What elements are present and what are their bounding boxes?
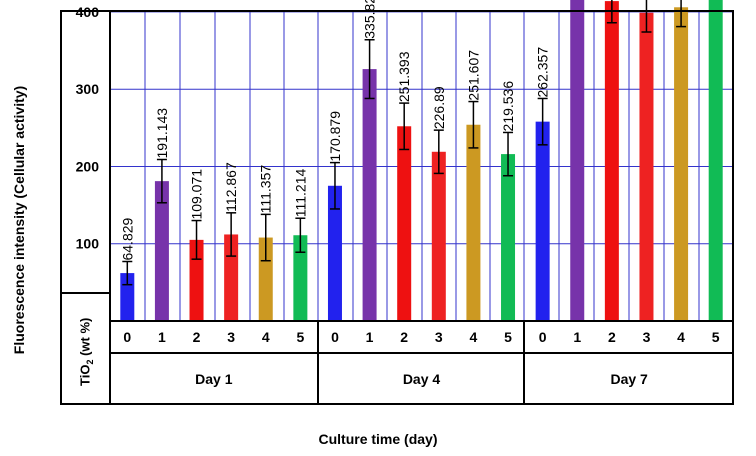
outer-frame	[60, 10, 734, 405]
category-label: 4	[677, 329, 685, 345]
group-label-day7: Day 7	[610, 371, 648, 387]
category-label: 3	[643, 329, 651, 345]
chart-frame	[60, 10, 734, 405]
bar-Day7-2	[604, 1, 619, 321]
bar-Day4-4	[466, 124, 481, 322]
group-label-day4: Day 4	[403, 371, 441, 387]
bar-Day4-1	[362, 69, 377, 322]
category-label: 5	[504, 329, 512, 345]
data-label: 64.829	[119, 217, 135, 260]
bar-Day7-0	[535, 121, 550, 321]
bar-Day7-1	[570, 0, 585, 322]
y-tick-100: 100	[76, 236, 100, 252]
bar-Day1-1	[154, 181, 169, 321]
category-header: TiO2 (wt %)	[77, 317, 95, 387]
category-label: 2	[400, 329, 408, 345]
data-label: 170.879	[327, 111, 343, 162]
category-label: 1	[573, 329, 581, 345]
category-label: 0	[123, 329, 131, 345]
y-axis-label: Fluorescence intensity (Cellular activit…	[11, 85, 28, 355]
bar-Day7-5	[708, 0, 723, 322]
data-label: 109.071	[189, 169, 205, 220]
data-label: 335.821	[362, 0, 378, 39]
bar-Day4-3	[431, 151, 446, 321]
data-label: 251.393	[396, 51, 412, 102]
category-label: 2	[193, 329, 201, 345]
category-label: 3	[227, 329, 235, 345]
bar-Day7-4	[674, 7, 689, 321]
grid-lines	[109, 11, 733, 321]
data-label: 111.357	[258, 165, 274, 214]
data-label: 251.607	[465, 50, 481, 101]
bars: 64.829 191.143 109.071 112.867 111.357 111.21…	[119, 0, 723, 322]
bar-Day4-0	[327, 185, 342, 321]
y-tick-300: 300	[76, 81, 100, 97]
category-label: 5	[296, 329, 304, 345]
group-labels: Day 1 Day 4 Day 7	[195, 371, 648, 387]
category-label: 4	[262, 329, 270, 345]
category-label: 4	[470, 329, 478, 345]
category-label: 5	[712, 329, 720, 345]
data-label: 111.214	[292, 168, 308, 217]
category-label: 2	[608, 329, 616, 345]
category-label: 0	[331, 329, 339, 345]
y-tick-200: 200	[76, 158, 100, 174]
y-axis-ticks: 100200300400500600700	[76, 4, 100, 252]
x-axis-label: Culture time (day)	[318, 431, 438, 447]
bar-Day1-2	[189, 239, 204, 321]
bar-Day1-4	[258, 237, 273, 321]
category-label: 1	[366, 329, 374, 345]
group-label-day1: Day 1	[195, 371, 233, 387]
bar-Day7-3	[639, 12, 654, 322]
bar-Day4-5	[501, 154, 516, 321]
data-label: 219.536	[500, 81, 516, 132]
category-label: 0	[539, 329, 547, 345]
bar-Day4-2	[397, 126, 412, 321]
category-labels: 0 1 2 3 4 5 0 1 2 3 4 5 0 1 2 3 4 5	[123, 329, 719, 345]
data-label: 262.357	[535, 47, 551, 98]
category-label: 1	[158, 329, 166, 345]
data-label: 226.89	[431, 86, 447, 129]
data-label: 112.867	[223, 162, 239, 212]
category-label: 3	[435, 329, 443, 345]
data-label: 191.143	[154, 108, 170, 159]
bar-Day1-5	[293, 235, 308, 321]
